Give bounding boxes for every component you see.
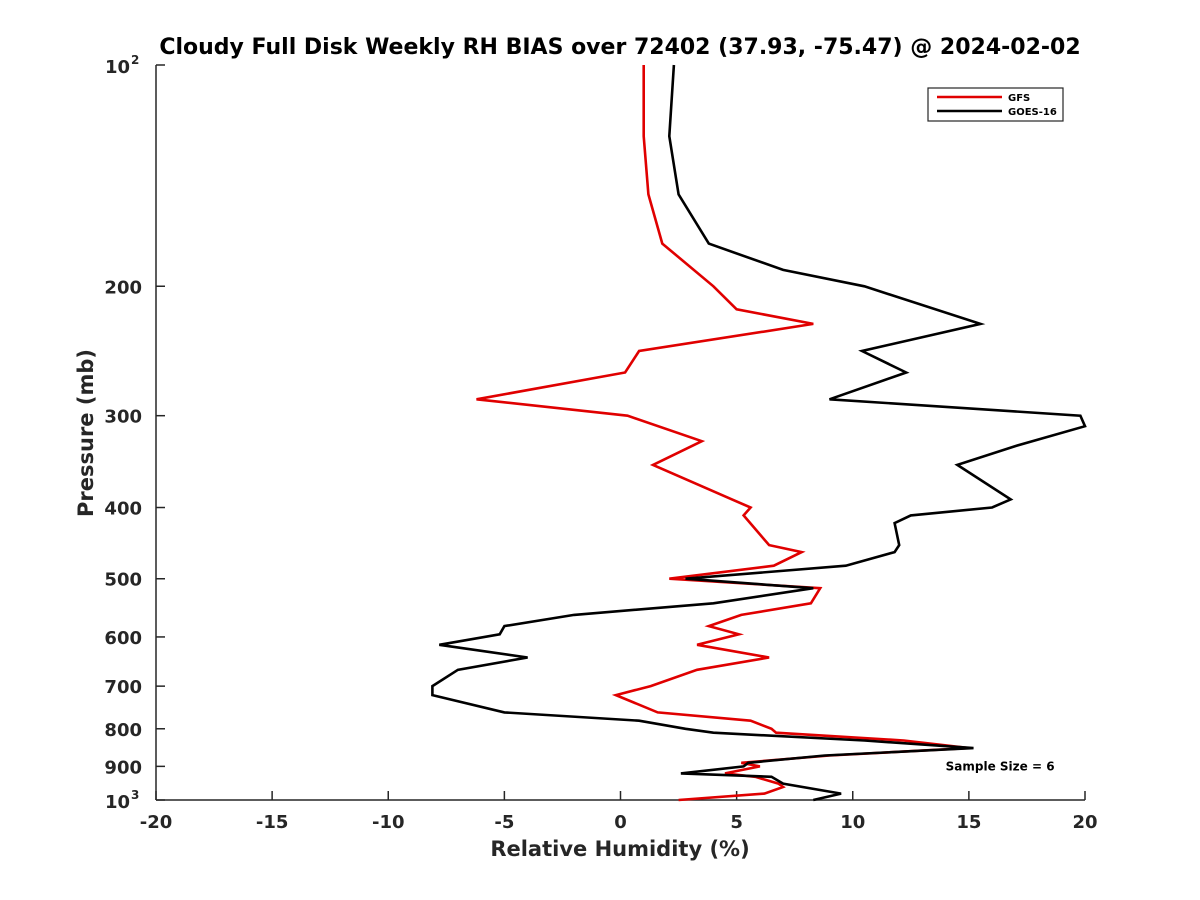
x-axis-label: Relative Humidity (%) (490, 837, 749, 861)
y-axis-label: Pressure (mb) (74, 349, 98, 517)
y-tick-label: 600 (104, 628, 142, 649)
legend-label-goes16: GOES-16 (1008, 107, 1057, 118)
x-tick-label: 20 (1072, 812, 1097, 833)
x-tick-label: 10 (840, 812, 865, 833)
chart-title: Cloudy Full Disk Weekly RH BIAS over 724… (159, 35, 1080, 60)
x-tick-label: -15 (256, 812, 289, 833)
y-tick-label: 300 (104, 407, 142, 428)
x-tick-label: -20 (140, 812, 173, 833)
x-tick-label: 5 (730, 812, 743, 833)
y-tick-label: 700 (104, 677, 142, 698)
x-tick-label: 15 (956, 812, 981, 833)
legend-label-gfs: GFS (1008, 93, 1030, 104)
y-tick-exponent: 2 (131, 53, 139, 67)
x-tick-label: -5 (494, 812, 514, 833)
y-tick-label: 800 (104, 720, 142, 741)
sample-size-annotation: Sample Size = 6 (946, 759, 1055, 773)
y-tick-label: 10 (105, 792, 130, 813)
x-tick-label: 0 (614, 812, 627, 833)
y-tick-label: 200 (104, 277, 142, 298)
x-tick-label: -10 (372, 812, 405, 833)
series-line-goes-16 (431, 64, 1087, 802)
x-ticks: -20 -15 -10 -5 0 5 10 15 20 (140, 791, 1098, 833)
legend: GFS GOES-16 (927, 87, 1064, 122)
y-tick-label: 10 (105, 57, 130, 78)
y-tick-exponent: 3 (131, 788, 139, 802)
series-group (431, 64, 1087, 802)
series-line-gfs (476, 65, 970, 802)
plot-area: -20 -15 -10 -5 0 5 10 15 20 10 220030040050060070… (104, 53, 1097, 833)
y-tick-label: 900 (104, 757, 142, 778)
legend-box (927, 87, 1064, 122)
y-tick-label: 500 (104, 570, 142, 591)
y-tick-label: 400 (104, 499, 142, 520)
